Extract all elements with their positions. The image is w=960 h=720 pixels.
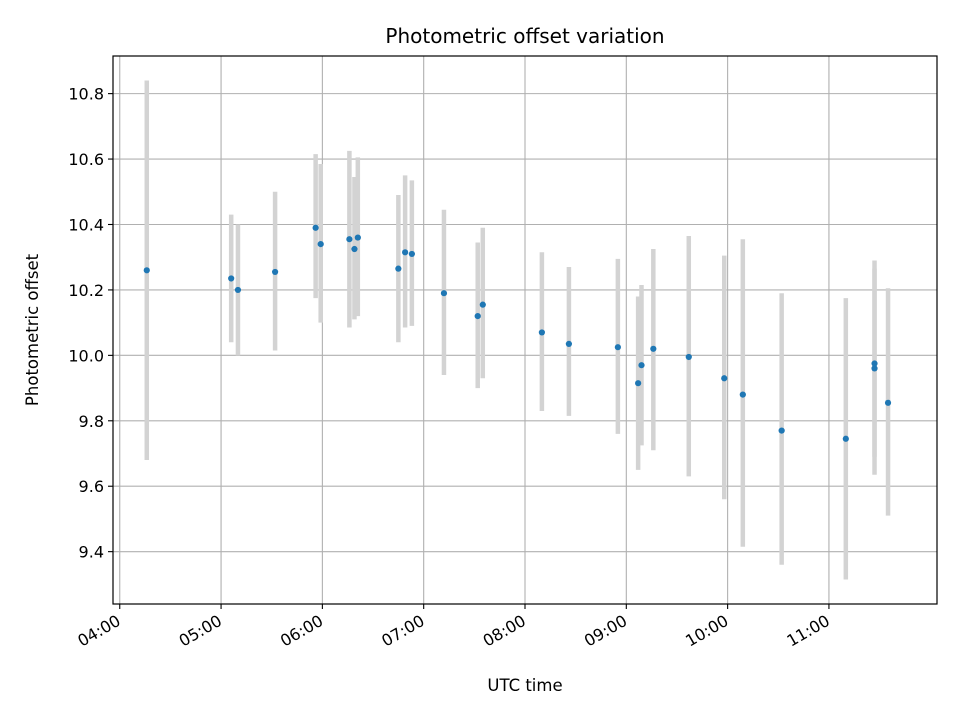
y-tick-label: 10.8 xyxy=(68,85,104,104)
data-point xyxy=(351,245,358,253)
y-tick-label: 10.6 xyxy=(68,150,104,169)
data-point xyxy=(871,365,878,372)
data-point xyxy=(317,241,324,248)
data-points xyxy=(143,224,892,442)
data-point xyxy=(402,249,409,256)
data-point xyxy=(614,344,621,351)
y-tick-label: 9.6 xyxy=(79,477,104,496)
data-point xyxy=(312,224,319,231)
data-point xyxy=(440,290,448,297)
data-point xyxy=(474,312,481,320)
y-tick-label: 10.4 xyxy=(68,215,104,234)
data-point xyxy=(408,250,415,258)
data-point xyxy=(778,427,785,434)
data-point xyxy=(395,265,402,272)
data-point xyxy=(354,234,361,241)
data-point xyxy=(635,380,642,387)
y-tick-label: 9.4 xyxy=(79,543,104,562)
data-point xyxy=(842,435,849,442)
data-point xyxy=(479,301,486,308)
data-point xyxy=(721,375,728,382)
y-tick-label: 10.2 xyxy=(68,281,104,300)
x-axis-title: UTC time xyxy=(487,676,562,695)
data-point xyxy=(739,391,746,398)
data-point xyxy=(884,399,892,406)
chart-title: Photometric offset variation xyxy=(385,24,664,48)
y-tick-label: 9.8 xyxy=(79,412,104,431)
data-point xyxy=(228,275,235,282)
data-point xyxy=(638,362,645,369)
data-point xyxy=(143,267,150,274)
grid xyxy=(113,56,937,604)
data-point xyxy=(271,268,279,276)
y-tick-label: 10.0 xyxy=(68,346,104,365)
data-point xyxy=(871,360,878,367)
data-point xyxy=(538,329,545,336)
data-point xyxy=(685,353,692,361)
y-axis: 9.4 9.6 9.8 10.0 10.2 10.4 10.6 10.8 xyxy=(68,85,113,562)
data-point xyxy=(234,286,242,294)
data-point xyxy=(650,345,657,352)
data-point xyxy=(565,340,573,348)
y-axis-title: Photometric offset xyxy=(23,253,42,406)
data-point xyxy=(346,236,353,243)
